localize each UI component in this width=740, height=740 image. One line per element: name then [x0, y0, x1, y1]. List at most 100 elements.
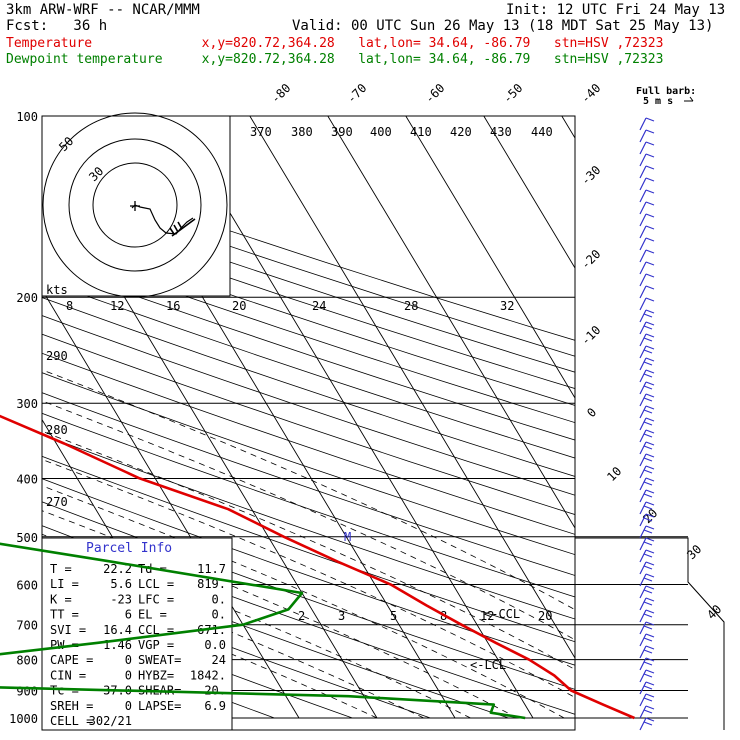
pressure-tick-label: 600 — [16, 578, 38, 592]
wind-barb — [639, 369, 647, 383]
wind-barb — [639, 669, 647, 683]
parcel-key: CAPE = — [50, 653, 93, 667]
parcel-key: Tc = — [50, 684, 79, 698]
wind-barb — [639, 393, 647, 407]
wind-barb — [639, 585, 647, 599]
wind-barb — [639, 465, 647, 479]
wind-barb — [639, 345, 647, 359]
wind-barb — [639, 597, 647, 611]
wind-barb — [639, 489, 647, 503]
wind-barb — [639, 549, 647, 563]
pressure-tick-label: 800 — [16, 654, 38, 668]
theta-label-440: 440 — [531, 125, 553, 139]
hodo-ring-32: 32 — [500, 299, 514, 313]
wind-barb — [639, 477, 647, 491]
parcel-value: 0 — [125, 653, 132, 667]
parcel-value: 0 — [125, 668, 132, 682]
valid-time: Valid: 00 UTC Sun 26 May 13 (18 MDT Sat … — [292, 18, 714, 34]
wind-barb — [639, 645, 647, 659]
isotherm-label-m10: -10 — [578, 323, 603, 348]
thetae-label-270: 270 — [46, 495, 68, 509]
wind-barb — [639, 561, 647, 575]
ccl-marker: <-CCL — [484, 607, 520, 621]
parcel-value: 24 — [212, 653, 226, 667]
isotherm-label-0: 0 — [584, 405, 599, 420]
lcl-marker: <-LCL — [470, 658, 506, 672]
wind-barb — [639, 657, 647, 671]
theta-label-430: 430 — [490, 125, 512, 139]
parcel-key: K = — [50, 592, 72, 606]
wind-barb — [639, 417, 647, 431]
parcel-value: 1842. — [190, 668, 226, 682]
wind-barb — [639, 321, 647, 335]
wind-barb — [639, 153, 647, 167]
forecast-hour: Fcst: 36 h — [6, 18, 108, 34]
wind-barb — [639, 297, 647, 311]
parcel-key: SREH = — [50, 699, 93, 713]
wind-barb — [639, 717, 647, 731]
parcel-key: CELL = — [50, 714, 93, 728]
parcel-key: SVI = — [50, 623, 86, 637]
pressure-tick-label: 200 — [16, 291, 38, 305]
theta-label-390: 390 — [331, 125, 353, 139]
wind-barb — [639, 525, 647, 539]
parcel-value: 0. — [212, 608, 226, 622]
wind-barb — [639, 273, 647, 287]
theta-label-370: 370 — [250, 125, 272, 139]
isotherm-label-m50: -50 — [500, 81, 525, 106]
parcel-value: -23 — [110, 592, 132, 606]
pressure-tick-label: 300 — [16, 397, 38, 411]
init-time: Init: 12 UTC Fri 24 May 13 — [506, 2, 726, 18]
parcel-key: LCL = — [138, 577, 174, 591]
wind-barb — [639, 189, 647, 203]
parcel-key: LI = — [50, 577, 79, 591]
theta-label-380: 380 — [291, 125, 313, 139]
wind-barb — [639, 381, 647, 395]
wind-barb — [639, 309, 647, 323]
wind-barb — [639, 237, 647, 251]
barb-legend-unit: 5 m s — [643, 96, 673, 107]
isotherm-label-m30: -30 — [578, 163, 603, 188]
pressure-tick-label: 500 — [16, 531, 38, 545]
pressure-tick-label: 400 — [16, 472, 38, 486]
mixing-ratio-2: 2 — [298, 609, 305, 623]
temperature-legend: Temperature x,y=820.72,364.28 lat,lon= 3… — [6, 36, 664, 51]
wind-barb — [639, 285, 647, 299]
isotherm-label-m80: -80 — [268, 81, 293, 106]
thetae-label-290: 290 — [46, 349, 68, 363]
hodo-ring-16: 16 — [166, 299, 180, 313]
parcel-value: 0 — [125, 699, 132, 713]
wind-barb — [639, 129, 647, 143]
wind-barb — [639, 501, 647, 515]
theta-label-420: 420 — [450, 125, 472, 139]
wind-barb — [639, 141, 647, 155]
parcel-value: 6 — [125, 608, 132, 622]
wind-barb — [639, 705, 647, 719]
parcel-value: 6.9 — [204, 699, 226, 713]
isotherm-label-m70: -70 — [344, 81, 369, 106]
wind-barb — [639, 693, 647, 707]
parcel-key: EL = — [138, 608, 167, 622]
wind-barb — [639, 609, 647, 623]
series-line — [0, 414, 635, 720]
mixing-ratio-20: 20 — [538, 609, 552, 623]
isotherm-label-m60: -60 — [422, 81, 447, 106]
temperature-series — [0, 414, 635, 720]
parcel-key: SWEAT= — [138, 653, 181, 667]
isotherm-label-m20: -20 — [578, 247, 603, 272]
hodograph-wind-marker — [169, 218, 196, 237]
parcel-key: HYBZ= — [138, 668, 174, 682]
wind-barb — [639, 165, 647, 179]
wind-barb — [639, 213, 647, 227]
parcel-value: 20. — [204, 684, 226, 698]
wind-barb — [639, 453, 647, 467]
wind-barb — [639, 681, 647, 695]
mixing-ratio-12: 12 — [480, 609, 494, 623]
dewpoint-legend: Dewpoint temperature x,y=820.72,364.28 l… — [6, 52, 664, 67]
wind-barb — [639, 225, 647, 239]
parcel-info-panel: Parcel Info T = 22.2 Td = 11.7LI = 5.6 LCL = 8… — [41, 537, 233, 731]
wind-barb — [639, 429, 647, 443]
parcel-value: 16.4 — [103, 623, 132, 637]
parcel-key: TT = — [50, 608, 79, 622]
